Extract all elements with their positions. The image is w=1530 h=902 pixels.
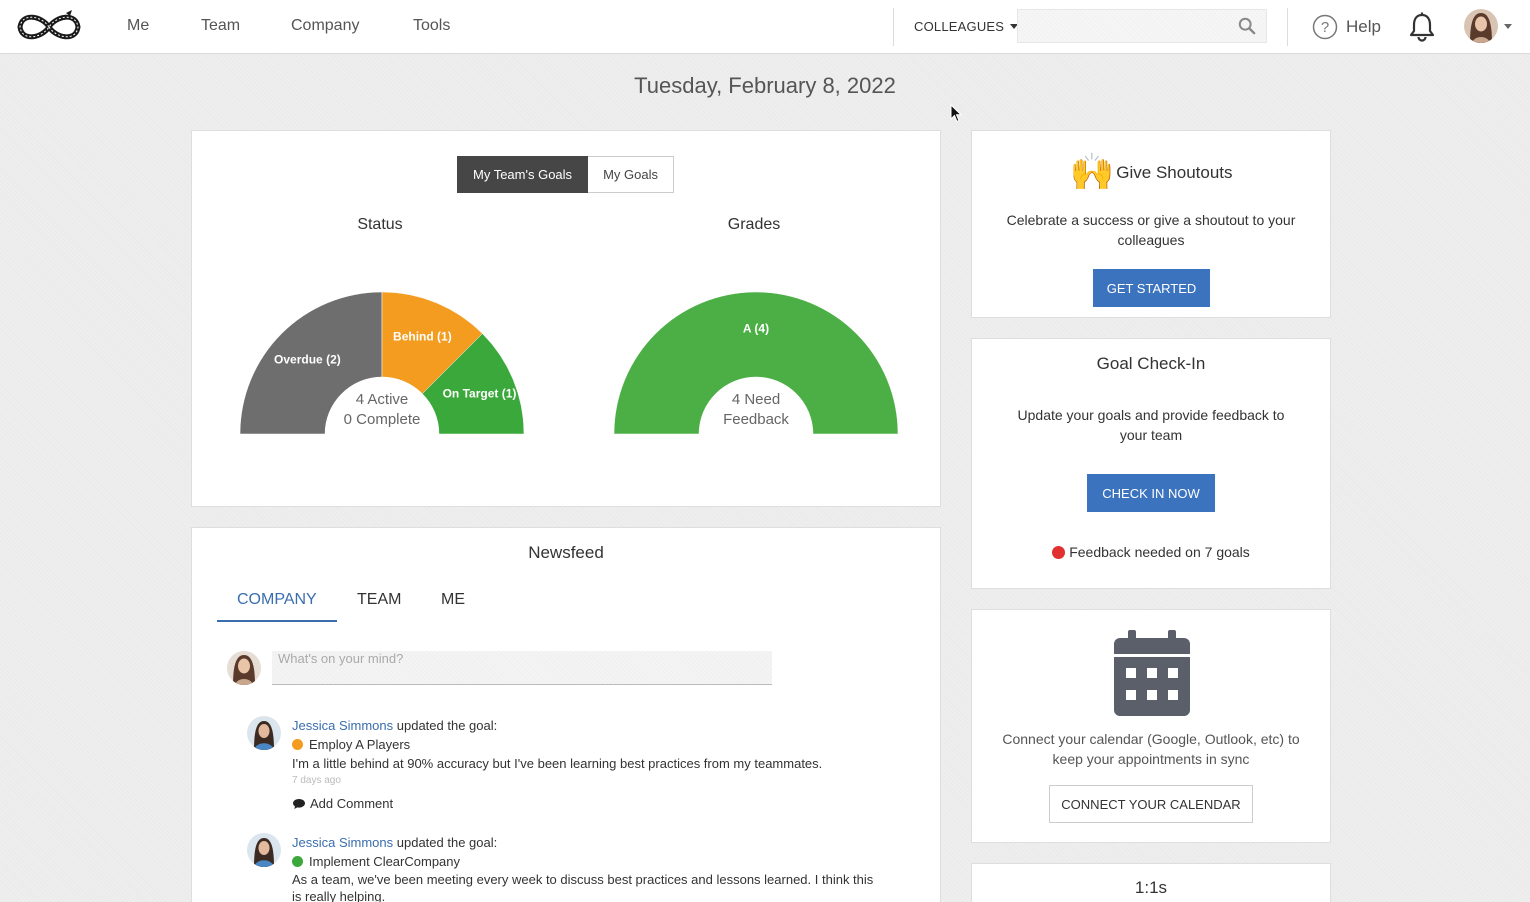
company-logo[interactable] [14,8,84,46]
list-item: Jessica Simmons updated the goal: Implem… [292,833,877,902]
tab-company[interactable]: COMPANY [237,591,317,608]
grades-chart-segment[interactable] [613,291,899,435]
page-date-title: Tuesday, February 8, 2022 [634,73,896,98]
shoutouts-card: 🙌 Give Shoutouts Celebrate a success or … [971,130,1331,318]
status-chart-title: Status [357,216,403,233]
divider [1287,8,1288,46]
my-teams-goals-button[interactable]: My Team's Goals [457,156,589,193]
status-chart-segment[interactable] [239,291,383,435]
status-chart-center-label: 4 Active [356,391,409,408]
feedback-alert-text: Feedback needed on 7 goals [1069,544,1250,560]
one-on-ones-card: 1:1s [971,863,1331,902]
nav-team[interactable]: Team [201,17,241,34]
post-input[interactable] [272,651,772,685]
help-link[interactable]: ? Help [1312,13,1381,41]
raising-hands-icon: 🙌 [1069,152,1115,193]
search-icon[interactable] [1238,17,1256,35]
question-circle-icon: ? [1312,14,1338,40]
get-started-button[interactable]: GET STARTED [1093,269,1210,307]
newsfeed-card: Newsfeed COMPANY TEAM ME Jessica Simmons… [191,527,941,902]
nav-me[interactable]: Me [127,17,150,34]
list-item: Jessica Simmons updated the goal: Employ… [292,716,942,811]
newsfeed-title: Newsfeed [528,543,604,562]
feed-action: updated the goal: [396,718,498,733]
divider [893,8,894,46]
mouse-cursor-icon [950,104,963,123]
user-avatar[interactable] [1464,9,1498,43]
caret-down-icon [1009,24,1018,29]
colleagues-dropdown[interactable]: COLLEAGUES [914,19,1018,34]
bell-icon[interactable] [1408,12,1436,42]
search-input[interactable] [1018,10,1238,42]
alert-dot [1052,545,1066,559]
comment-icon [293,798,305,809]
goal-name: Implement ClearCompany [309,854,461,869]
search-box [1017,9,1267,43]
nav-company[interactable]: Company [291,17,360,34]
shoutouts-text: Celebrate a success or give a shoutout t… [1006,212,1296,248]
colleagues-label: COLLEAGUES [914,19,1005,34]
nav-tools[interactable]: Tools [413,17,451,34]
goal-name: Employ A Players [309,737,411,752]
shoutouts-title: Give Shoutouts [1116,163,1233,182]
connect-calendar-button[interactable]: CONNECT YOUR CALENDAR [1049,785,1253,823]
status-chart-center-label: 0 Complete [344,411,421,428]
grades-donut-chart: A (4) 4 Need Feedback [613,291,899,435]
avatar [227,651,261,685]
add-comment-label: Add Comment [310,796,394,811]
help-label: Help [1346,17,1381,36]
status-chart-segment-label: On Target (1) [443,387,517,401]
checkin-text: Update your goals and provide feedback t… [1017,407,1285,443]
one-on-ones-title: 1:1s [1134,878,1168,897]
grades-chart-title: Grades [727,216,781,233]
svg-text:?: ? [1321,19,1329,36]
chevron-down-icon[interactable] [1504,24,1512,29]
status-dot [292,739,303,750]
grades-chart-center-label: 4 Need [732,391,780,408]
check-in-now-button[interactable]: CHECK IN NOW [1087,474,1215,512]
calendar-card: Connect your calendar (Google, Outlook, … [971,609,1331,843]
grades-chart-center-label: Feedback [723,411,789,428]
feed-text: As a team, we've been meeting every week… [292,872,874,902]
checkin-title: Goal Check-In [1096,354,1206,373]
timestamp: 7 days ago [292,775,341,786]
top-navbar: Me Team Company Tools COLLEAGUES ? Help [0,0,1530,54]
feedback-alert: Feedback needed on 7 goals [972,544,1330,560]
goals-toggle: My Team's Goals My Goals [457,156,674,193]
status-dot [292,856,303,867]
goals-card: My Team's Goals My Goals Status Grades O… [191,130,941,507]
status-donut-chart: Overdue (2) Behind (1) On Target (1) 4 Acti… [239,291,525,435]
status-chart-segment[interactable] [421,333,525,435]
feed-text: I'm a little behind at 90% accuracy but … [292,756,823,771]
avatar [247,833,281,867]
author-link[interactable]: Jessica Simmons [292,835,394,850]
goal-checkin-card: Goal Check-In Update your goals and prov… [971,338,1331,589]
add-comment-button[interactable]: Add Comment [292,796,942,811]
author-link[interactable]: Jessica Simmons [292,718,394,733]
active-tab-indicator [217,620,337,622]
tab-team[interactable]: TEAM [357,591,402,608]
calendar-icon [1114,630,1190,716]
status-chart-segment-label: Behind (1) [393,330,452,344]
grades-chart-segment-label: A (4) [743,322,769,336]
tab-me[interactable]: ME [441,591,465,608]
avatar [247,716,281,750]
feed-action: updated the goal: [396,835,498,850]
calendar-text: Connect your calendar (Google, Outlook, … [1002,731,1300,767]
status-chart-segment-label: Overdue (2) [274,352,341,366]
my-goals-button[interactable]: My Goals [588,156,674,193]
